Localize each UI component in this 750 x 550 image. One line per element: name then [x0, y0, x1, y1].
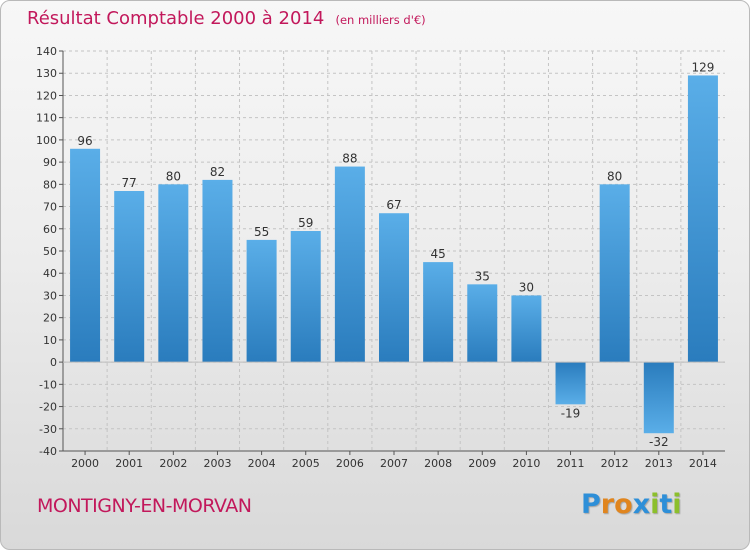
x-tick-label: 2005 [292, 457, 320, 470]
x-tick-label: 2004 [248, 457, 276, 470]
y-tick-label: 0 [50, 356, 57, 369]
y-tick-label: -20 [39, 401, 57, 414]
bar-2003 [202, 179, 233, 363]
y-tick-label: 80 [43, 178, 57, 191]
x-tick-label: 2011 [557, 457, 585, 470]
y-tick-label: 140 [36, 45, 57, 58]
x-tick-label: 2013 [645, 457, 673, 470]
logo-letter: i [672, 489, 682, 520]
proxiti-logo: Proxiti [581, 489, 682, 520]
value-label: 96 [77, 134, 92, 148]
y-tick-label: 70 [43, 201, 57, 214]
value-label: 82 [210, 165, 225, 179]
bar-2000 [70, 148, 101, 363]
bar-2011 [555, 362, 586, 405]
y-tick-label: 110 [36, 112, 57, 125]
place-name: MONTIGNY-EN-MORVAN [37, 495, 252, 517]
value-label: 77 [122, 176, 137, 190]
value-label: -32 [649, 435, 669, 449]
bar-2006 [334, 166, 365, 363]
y-tick-label: -30 [39, 423, 57, 436]
logo-letter: o [614, 489, 633, 520]
x-tick-label: 2008 [424, 457, 452, 470]
axes: 1401301201101009080706050403020100-10-20… [36, 45, 725, 470]
value-label: 55 [254, 225, 269, 239]
x-tick-label: 2012 [601, 457, 629, 470]
value-label: 59 [298, 216, 313, 230]
y-tick-label: -40 [39, 445, 57, 458]
logo-letter: P [581, 489, 601, 520]
y-tick-label: 90 [43, 156, 57, 169]
y-tick-label: 10 [43, 334, 57, 347]
y-tick-label: 130 [36, 67, 57, 80]
y-tick-label: 120 [36, 89, 57, 102]
value-label: 30 [519, 280, 534, 294]
y-tick-label: -10 [39, 378, 57, 391]
logo-letter: r [600, 489, 615, 520]
y-tick-label: 40 [43, 267, 57, 280]
bar-2001 [114, 191, 145, 363]
x-tick-label: 2000 [71, 457, 99, 470]
chart-unit-note: (en milliers d'€) [335, 13, 426, 27]
bar-2012 [599, 184, 630, 363]
x-tick-label: 2007 [380, 457, 408, 470]
x-tick-label: 2003 [203, 457, 231, 470]
y-tick-label: 20 [43, 312, 57, 325]
y-tick-label: 50 [43, 245, 57, 258]
bar-2004 [246, 239, 277, 363]
y-tick-label: 100 [36, 134, 57, 147]
bar-2009 [467, 284, 498, 363]
x-tick-label: 2001 [115, 457, 143, 470]
bar-2002 [158, 184, 189, 363]
bars [70, 75, 718, 434]
value-labels: 96 77 80 82 55 59 88 67 45 35 30 -19 80 -32 129 [77, 60, 714, 449]
bar-2008 [423, 262, 454, 363]
bar-2013 [643, 362, 674, 434]
value-label: 67 [386, 198, 401, 212]
x-tick-label: 2010 [512, 457, 540, 470]
bar-2005 [290, 231, 321, 363]
value-label: 80 [166, 169, 181, 183]
logo-letter: i [650, 489, 660, 520]
x-tick-label: 2002 [159, 457, 187, 470]
x-tick-label: 2006 [336, 457, 364, 470]
x-tick-label: 2009 [468, 457, 496, 470]
value-label: 129 [691, 60, 714, 74]
chart-title-text: Résultat Comptable 2000 à 2014 [27, 8, 325, 29]
x-tick-label: 2014 [689, 457, 717, 470]
value-label: 35 [475, 269, 490, 283]
bar-2010 [511, 295, 542, 363]
bar-2007 [379, 213, 409, 363]
bar-2014 [687, 75, 718, 363]
value-label: 88 [342, 152, 357, 166]
value-label: -19 [561, 406, 581, 420]
chart-title: Résultat Comptable 2000 à 2014 (en milli… [27, 8, 426, 29]
value-label: 80 [607, 169, 622, 183]
logo-letter: t [659, 489, 673, 520]
logo-letter: x [632, 489, 651, 520]
y-tick-label: 60 [43, 223, 57, 236]
value-label: 45 [430, 247, 445, 261]
y-tick-label: 30 [43, 289, 57, 302]
